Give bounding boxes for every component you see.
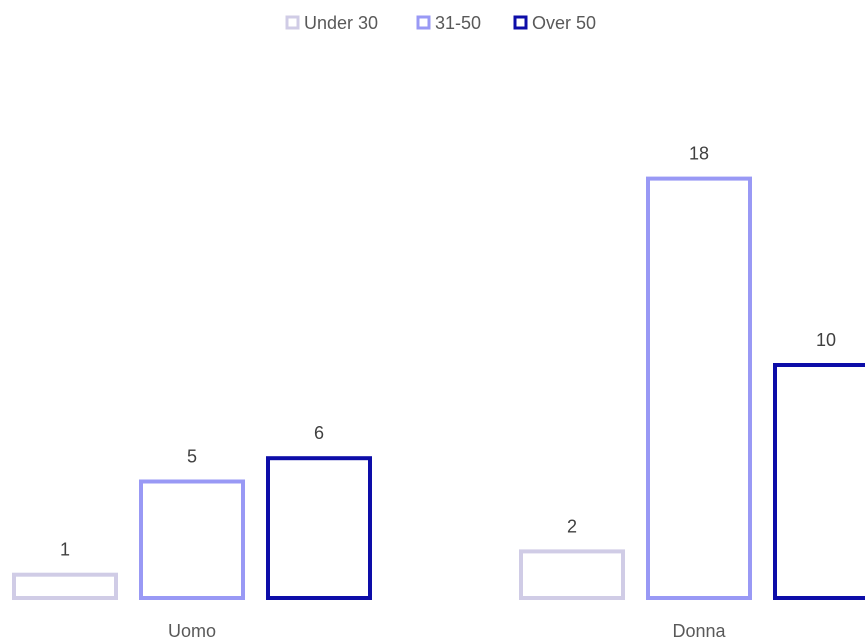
bar-donna-over-50 [773,363,865,600]
chart-category-labels: Uomo Donna [168,621,727,640]
legend-swatch-over-50 [513,15,528,30]
legend-label-over-50: Over 50 [532,13,596,33]
data-label-donna-under-30: 2 [567,516,577,536]
data-label-donna-over-50: 10 [816,330,836,350]
bar-donna-31-50 [646,176,752,600]
category-label-uomo: Uomo [168,621,216,640]
chart-data-labels: 1 5 6 2 18 10 [60,144,836,560]
bar-uomo-31-50 [139,479,245,600]
data-label-uomo-over-50: 6 [314,423,324,443]
bar-uomo-under-30 [12,572,118,601]
category-label-donna: Donna [672,621,726,640]
data-label-uomo-31-50: 5 [187,447,197,467]
legend-label-under-30: Under 30 [304,13,378,33]
chart-legend: Under 30 31-50 Over 50 [285,13,596,33]
chart-bars [12,176,865,601]
bar-donna-under-30 [519,549,625,601]
legend-label-31-50: 31-50 [435,13,481,33]
data-label-uomo-under-30: 1 [60,540,70,560]
legend-swatch-under-30 [285,15,300,30]
data-label-donna-31-50: 18 [689,144,709,164]
bar-uomo-over-50 [266,456,372,601]
legend-swatch-31-50 [416,15,431,30]
